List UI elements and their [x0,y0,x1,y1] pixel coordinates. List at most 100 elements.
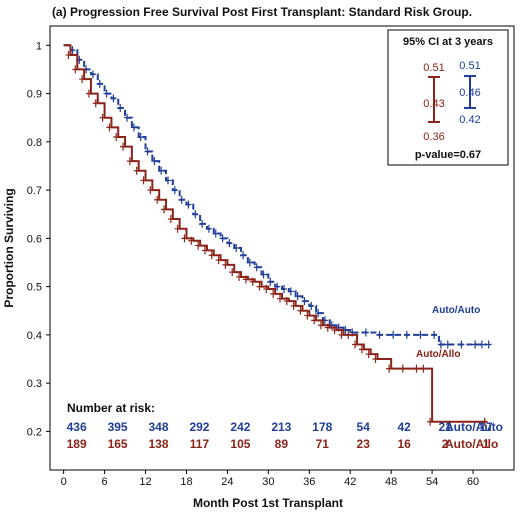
censor-mark [181,234,188,243]
risk-count: 178 [312,420,332,434]
risk-count: 436 [67,420,87,434]
x-tick-label: 0 [61,476,67,488]
censor-mark [201,246,208,255]
censor-mark [331,326,338,335]
censor-mark [376,330,383,339]
censor-mark [226,239,233,248]
ci-pvalue: p-value=0.67 [415,149,481,161]
ci-legend-box [387,29,509,166]
x-tick-label: 54 [426,476,438,488]
censor-mark [174,224,181,233]
censor-mark [72,65,79,74]
x-tick-label: 18 [180,476,192,488]
censor-mark [277,294,283,303]
censor-mark [294,292,301,301]
censor-mark [103,89,110,98]
y-tick-label: 0.2 [27,426,42,438]
risk-count: 348 [149,420,169,434]
censor-mark [106,123,113,132]
censor-mark [362,328,369,337]
ci-legend: 95% CI at 3 years 0.51 0.43 0.36 0.51 0.… [387,29,509,166]
censor-mark [124,113,131,122]
ci-legend-title: 95% CI at 3 years [403,36,493,48]
y-tick-label: 1 [36,40,42,52]
censor-mark [263,285,270,294]
ci-auto-allo-mid: 0.43 [423,98,444,110]
censor-mark [345,330,352,339]
censor-mark [420,364,427,373]
censor-mark [297,306,304,315]
censor-mark [192,210,199,219]
censor-mark [212,229,219,238]
censor-mark [154,195,161,204]
ci-auto-allo-bar [428,76,440,123]
censor-mark [96,79,103,88]
censor-mark [301,297,308,306]
x-tick-label: 24 [221,476,233,488]
y-tick-label: 0.8 [27,137,42,149]
x-axis-label: Month Post 1st Transplant [193,496,343,510]
censor-mark [249,277,256,286]
censor-mark [386,364,393,373]
risk-count: 89 [275,437,289,451]
x-tick-label: 60 [467,476,479,488]
censor-mark [304,311,311,320]
censor-mark [437,340,444,349]
ci-auto-auto-lower: 0.42 [459,114,480,126]
censor-mark [188,236,195,245]
risk-count: 16 [397,437,411,451]
censor-mark [478,340,485,349]
censor-mark [205,224,212,233]
y-tick-label: 0.3 [27,378,42,390]
censor-mark [208,251,215,260]
censor-mark [358,345,365,354]
censor-mark [137,133,144,141]
x-tick-label: 6 [102,476,108,488]
risk-count: 1 [483,437,490,451]
series-layer [63,44,492,426]
censor-mark [352,340,359,349]
censor-mark [117,104,124,113]
y-axis-label: Proportion Surviving [2,188,16,307]
risk-count: 242 [230,420,250,434]
censor-mark [274,282,281,291]
censor-mark [413,364,420,373]
risk-auto-auto-label: Auto/Auto [445,420,503,434]
risk-row-auto-auto: 436 395 348 292 242 213 178 54 42 21 17 [67,420,493,434]
censor-mark [229,268,236,277]
risk-count: 292 [189,420,209,434]
ci-auto-allo-upper: 0.51 [423,62,444,74]
censor-mark [287,287,294,296]
y-tick-label: 0.9 [27,89,42,101]
censor-mark [281,285,287,294]
risk-count: 189 [67,437,87,451]
censor-mark [126,157,133,166]
censor-mark [315,309,322,318]
censor-mark [417,330,424,339]
censor-mark [133,166,140,175]
censor-mark [365,350,372,359]
censor-mark [79,75,86,84]
y-tick-label: 0.4 [27,330,42,342]
risk-count: 23 [357,437,371,451]
censor-mark [113,133,120,141]
x-tick-label: 42 [344,476,356,488]
risk-count: 138 [149,437,169,451]
censor-mark [240,251,247,260]
axes: 0 6 12 18 24 30 36 42 48 54 600.20.30.40.50.60.70.… [27,40,479,488]
censor-mark [199,219,206,228]
ci-auto-auto-bar [464,75,476,109]
censor-mark [308,301,315,310]
chart-title: (a) Progression Free Survival Post First… [52,5,472,19]
censor-mark [431,330,438,339]
risk-count: 54 [357,420,371,434]
y-tick-label: 0.6 [27,233,42,245]
censor-mark [390,330,397,339]
x-tick-label: 30 [262,476,274,488]
risk-count: 2 [442,437,449,451]
censor-mark [219,234,226,243]
risk-count: 105 [230,437,250,451]
risk-count: 17 [479,420,493,434]
risk-row-auto-allo: 189 165 138 117 105 89 71 23 16 2 1 [67,437,490,451]
